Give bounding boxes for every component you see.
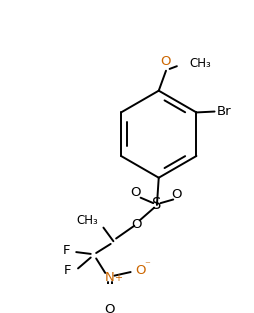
Text: CH₃: CH₃ (76, 214, 98, 227)
Text: S: S (152, 198, 162, 213)
Text: F: F (64, 264, 72, 277)
Text: +: + (114, 273, 122, 283)
Text: CH₃: CH₃ (189, 57, 211, 70)
Text: O: O (104, 303, 115, 313)
Text: F: F (62, 244, 70, 257)
Text: ⁻: ⁻ (144, 261, 150, 271)
Text: O: O (172, 187, 182, 201)
Text: N: N (105, 271, 115, 284)
Text: O: O (161, 55, 171, 68)
Text: Br: Br (216, 105, 231, 118)
Text: O: O (135, 264, 146, 277)
Text: O: O (132, 218, 142, 231)
Text: O: O (130, 186, 140, 199)
